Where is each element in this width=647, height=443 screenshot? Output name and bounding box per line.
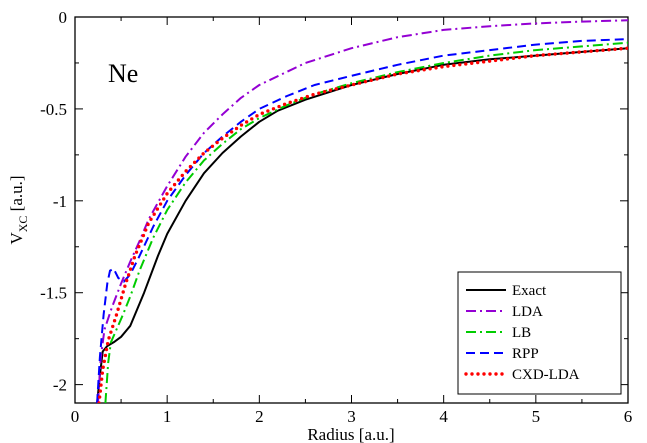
y-tick-label: -1.5	[40, 284, 67, 303]
y-tick-label: -0.5	[40, 100, 67, 119]
legend-label: CXD-LDA	[512, 367, 580, 383]
element-annotation: Ne	[108, 59, 138, 88]
legend-label: LDA	[512, 304, 543, 320]
legend-label: RPP	[512, 346, 539, 362]
legend: Exact LDA LB RPP CXD-LDA	[457, 271, 622, 395]
x-tick-label: 6	[624, 407, 633, 426]
x-tick-label: 4	[439, 407, 448, 426]
x-tick-label: 0	[71, 407, 80, 426]
series-line-rpp	[96, 38, 628, 403]
series-line-lb	[104, 41, 628, 403]
series-line-cxd-lda	[97, 46, 628, 403]
series-line-exact	[96, 47, 628, 403]
x-axis-title: Radius [a.u.]	[307, 425, 394, 443]
x-tick-label: 3	[347, 407, 356, 426]
y-tick-label: 0	[59, 8, 68, 27]
y-tick-label: -1	[53, 192, 67, 211]
y-tick-label: -2	[53, 376, 67, 395]
x-tick-label: 1	[163, 407, 172, 426]
series-layer	[96, 19, 628, 403]
series-line-lda	[97, 19, 628, 403]
y-axis-title: VXC [a.u.]	[7, 175, 30, 244]
axis-tick-labels: 0 1 2 3 4 5 6 0 -0.5 -1 -1.5 -2	[40, 8, 632, 426]
x-tick-label: 2	[255, 407, 264, 426]
legend-label: LB	[512, 325, 531, 341]
y-axis-title-main: V	[7, 232, 26, 245]
axis-ticks	[74, 16, 629, 403]
y-axis-title-sub: XC	[16, 216, 30, 233]
legend-label: Exact	[512, 283, 547, 299]
x-tick-label: 5	[532, 407, 541, 426]
y-axis-title-unit: [a.u.]	[7, 175, 26, 215]
